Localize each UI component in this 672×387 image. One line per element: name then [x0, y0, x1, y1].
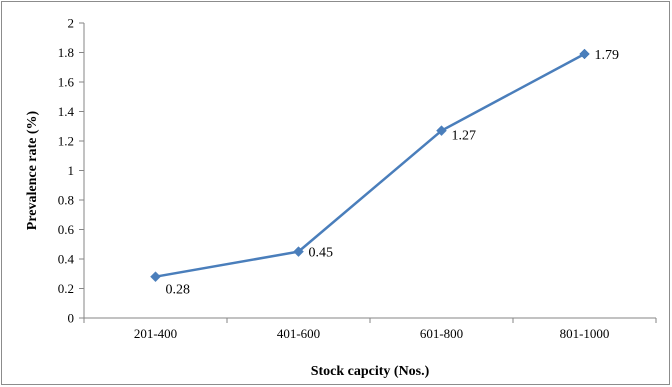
data-label: 1.79: [595, 48, 620, 63]
data-labels: 0.28 0.45 1.27 1.79: [166, 48, 620, 298]
x-axis-title: Stock capcity (Nos.): [311, 364, 430, 379]
data-point-marker: [150, 271, 161, 283]
y-tick-labels: 0 0.2 0.4 0.6 0.8 1 1.2 1.4 1.6 1.8 2: [58, 16, 75, 326]
y-tick-label: 1.2: [58, 134, 74, 149]
y-tick-label: 1.6: [58, 75, 75, 90]
y-axis-title: Prevalence rate (%): [25, 110, 40, 230]
y-tick-label: 0.2: [58, 281, 74, 296]
x-tick-label: 201-400: [134, 326, 177, 341]
x-tick-label: 601-800: [420, 326, 463, 341]
x-tick-label: 401-600: [277, 326, 320, 341]
data-label: 0.28: [166, 283, 191, 298]
y-tick-label: 1.8: [58, 45, 74, 60]
y-tick-label: 0.8: [58, 193, 74, 208]
y-tick-label: 0.6: [58, 222, 75, 237]
y-tick-label: 0.4: [58, 252, 75, 267]
data-point-marker: [579, 48, 590, 60]
series-line: [155, 52, 586, 278]
data-point-marker: [436, 125, 447, 137]
data-point-marker: [293, 246, 304, 257]
x-tick-label: 801-1000: [560, 326, 610, 341]
y-tick-label: 2: [68, 16, 75, 31]
axes: [79, 22, 657, 323]
series-group: [150, 48, 590, 283]
x-tick-labels: 201-400 401-600 601-800 801-1000: [134, 326, 610, 341]
y-tick-label: 0: [68, 311, 75, 326]
y-tick-label: 1: [68, 163, 75, 178]
data-label: 0.45: [309, 246, 334, 261]
y-tick-label: 1.4: [58, 104, 75, 119]
data-label: 1.27: [452, 129, 477, 144]
